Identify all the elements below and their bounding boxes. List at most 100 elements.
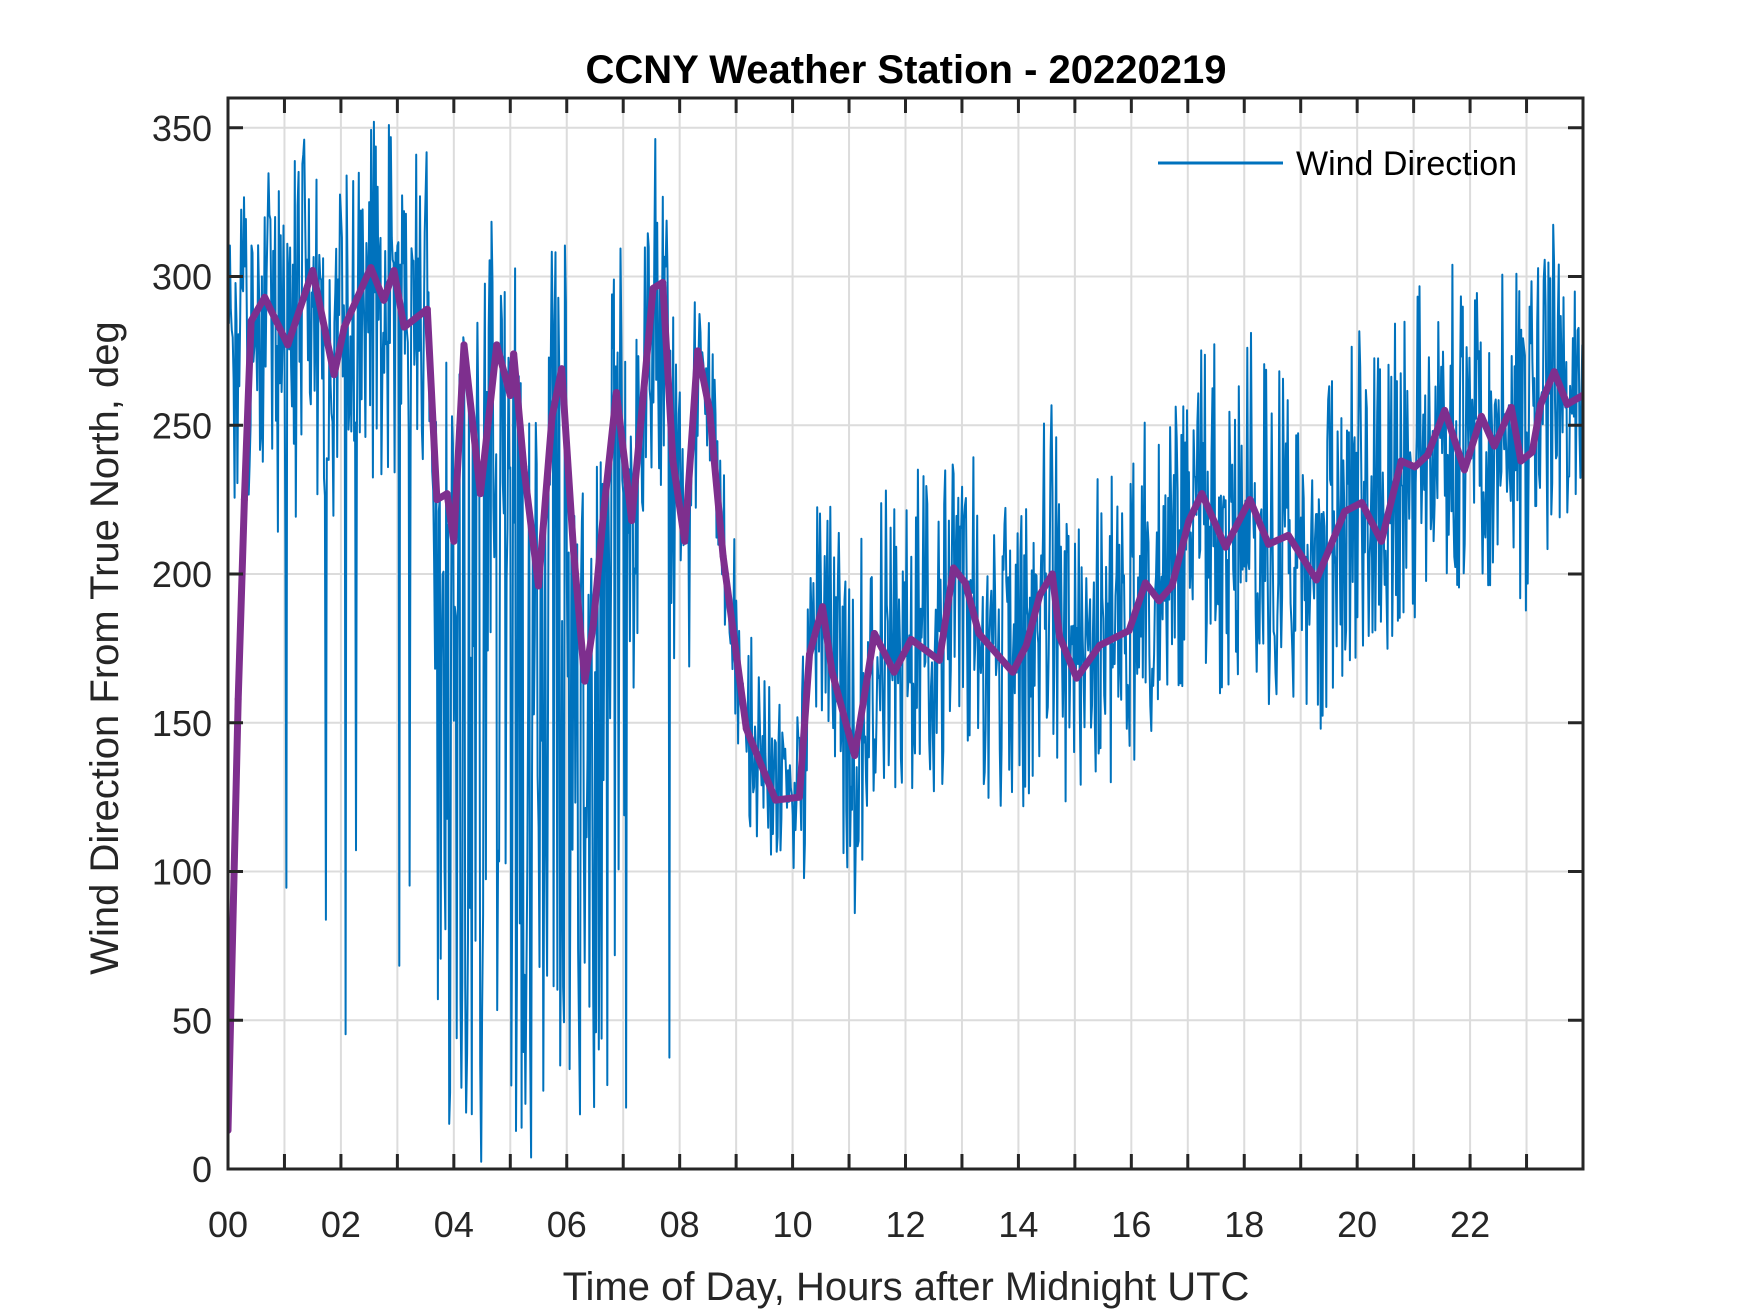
y-tick-label: 150 bbox=[152, 703, 212, 744]
moving-average-point bbox=[706, 406, 714, 414]
moving-average-point bbox=[506, 392, 514, 399]
moving-average-point bbox=[961, 579, 969, 587]
moving-average-point bbox=[380, 296, 388, 304]
moving-average-point bbox=[1185, 516, 1193, 524]
moving-average-point bbox=[423, 305, 431, 313]
moving-average-point bbox=[1022, 641, 1030, 649]
moving-average-point bbox=[1550, 368, 1558, 376]
moving-average-point bbox=[548, 412, 556, 420]
moving-average-point bbox=[907, 635, 915, 643]
moving-average-point bbox=[772, 796, 780, 804]
y-tick-label: 300 bbox=[152, 257, 212, 298]
plot-area bbox=[228, 120, 1583, 1163]
moving-average-point bbox=[1284, 531, 1292, 539]
moving-average-point bbox=[649, 284, 657, 292]
moving-average-point bbox=[476, 490, 484, 498]
moving-average-point bbox=[935, 656, 943, 664]
moving-average-point bbox=[628, 516, 636, 524]
moving-average-point bbox=[1096, 641, 1104, 649]
moving-average-point bbox=[1246, 496, 1254, 504]
moving-average-point bbox=[400, 323, 408, 331]
moving-average-point bbox=[340, 323, 348, 331]
moving-average-point bbox=[450, 537, 458, 545]
moving-average-point bbox=[694, 347, 702, 355]
x-tick-label: 14 bbox=[998, 1204, 1038, 1245]
moving-average-point bbox=[1441, 406, 1449, 414]
moving-average-point bbox=[742, 725, 750, 733]
moving-average-point bbox=[558, 365, 566, 373]
y-axis-label: Wind Direction From True North, deg bbox=[83, 321, 127, 975]
moving-average-point bbox=[589, 621, 597, 629]
tick-labels: 0 50 100 150 200 250 300 350 00 02 04 06 08 10 12 14 16 1… bbox=[152, 108, 1490, 1245]
moving-average-point bbox=[659, 278, 667, 286]
y-tick-label: 100 bbox=[152, 852, 212, 893]
moving-average-point bbox=[1411, 463, 1419, 471]
x-tick-label: 16 bbox=[1111, 1204, 1151, 1245]
moving-average-point bbox=[1424, 451, 1432, 459]
moving-average-point bbox=[284, 341, 292, 349]
moving-average-point bbox=[870, 630, 878, 637]
moving-average-point bbox=[1125, 627, 1133, 635]
moving-average-point bbox=[510, 350, 518, 358]
x-tick-label: 00 bbox=[208, 1204, 248, 1245]
moving-average-point bbox=[639, 394, 647, 402]
moving-average-point bbox=[949, 564, 957, 572]
moving-average-point bbox=[433, 496, 441, 504]
moving-average-point bbox=[1313, 576, 1321, 584]
moving-average-point bbox=[819, 603, 827, 611]
moving-average-point bbox=[1048, 570, 1056, 578]
moving-average-point bbox=[1141, 579, 1149, 587]
moving-average-point bbox=[443, 490, 451, 498]
legend: Wind Direction bbox=[1158, 145, 1517, 183]
moving-average-point bbox=[1537, 400, 1545, 408]
x-tick-label: 22 bbox=[1450, 1204, 1490, 1245]
x-axis-label: Time of Day, Hours after Midnight UTC bbox=[563, 1265, 1250, 1309]
moving-average-point bbox=[520, 463, 528, 471]
moving-average-point bbox=[1358, 499, 1366, 507]
moving-average-point bbox=[261, 293, 269, 301]
moving-average-point bbox=[612, 389, 620, 397]
y-tick-label: 0 bbox=[192, 1149, 212, 1190]
moving-average-point bbox=[1563, 400, 1571, 408]
x-tick-label: 12 bbox=[885, 1204, 925, 1245]
moving-average-point bbox=[1265, 540, 1273, 548]
moving-average-point bbox=[890, 668, 898, 676]
moving-average-point bbox=[493, 341, 501, 349]
moving-average-point bbox=[1073, 674, 1081, 682]
y-tick-label: 250 bbox=[152, 405, 212, 446]
legend-label-wind-direction: Wind Direction bbox=[1296, 145, 1517, 183]
series-wind-direction-line bbox=[228, 120, 1583, 1163]
moving-average-point bbox=[367, 264, 375, 272]
moving-average-point bbox=[1222, 543, 1230, 551]
x-tick-label: 02 bbox=[321, 1204, 361, 1245]
moving-average-point bbox=[1056, 632, 1064, 640]
x-tick-label: 18 bbox=[1224, 1204, 1264, 1245]
moving-average-point bbox=[719, 552, 727, 560]
moving-average-point bbox=[247, 317, 255, 325]
moving-average-point bbox=[851, 751, 859, 759]
moving-average-point bbox=[681, 537, 689, 545]
moving-average-point bbox=[806, 650, 814, 658]
x-tick-label: 10 bbox=[773, 1204, 813, 1245]
moving-average-point bbox=[1528, 448, 1536, 456]
moving-average-point bbox=[975, 630, 983, 637]
moving-average-point bbox=[309, 267, 317, 275]
axes-box bbox=[226, 96, 1585, 1171]
moving-average-point bbox=[460, 341, 468, 349]
chart-title: CCNY Weather Station - 20220219 bbox=[586, 48, 1227, 92]
x-tick-label: 04 bbox=[434, 1204, 474, 1245]
moving-average-point bbox=[1477, 412, 1485, 420]
moving-average-point bbox=[240, 496, 248, 504]
moving-average-point bbox=[1168, 582, 1176, 590]
moving-average-point bbox=[330, 371, 338, 379]
moving-average-point bbox=[828, 668, 836, 676]
moving-average-point bbox=[1517, 457, 1525, 465]
moving-average-point bbox=[1036, 591, 1044, 599]
moving-average-point bbox=[1155, 597, 1163, 605]
y-tick-label: 50 bbox=[172, 1000, 212, 1041]
moving-average-point bbox=[1507, 403, 1515, 411]
moving-average-point bbox=[669, 457, 677, 465]
axes-frame bbox=[226, 96, 1585, 1171]
moving-average-point bbox=[1397, 457, 1405, 465]
